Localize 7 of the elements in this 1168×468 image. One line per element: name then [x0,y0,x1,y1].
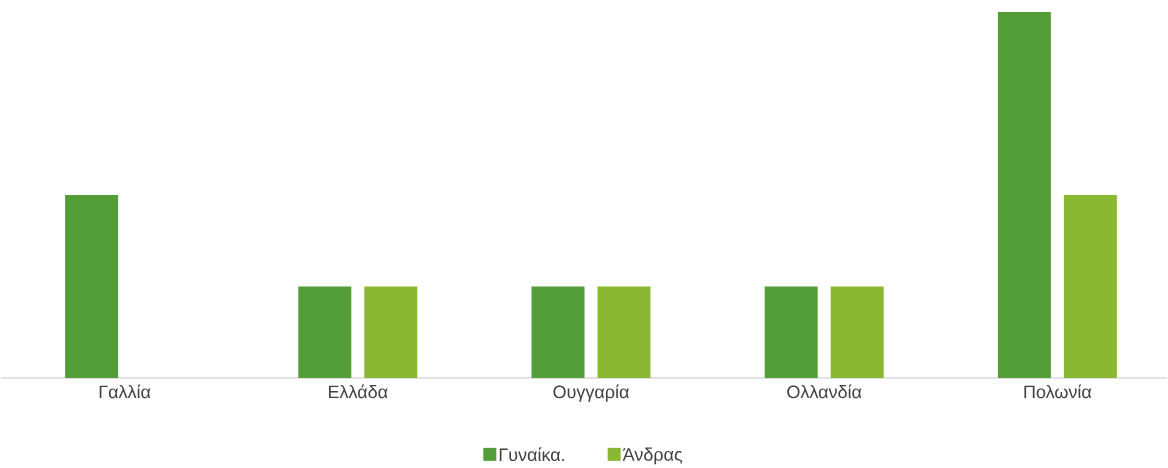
x-tick-label: Ολλανδία [787,384,862,399]
x-tick-label: Γαλλία [99,384,151,399]
x-tick-label: Ουγγαρία [553,384,629,402]
x-tick-label: Πολωνία [1024,384,1092,399]
legend-label: Άνδρας [622,447,683,465]
legend-label: Γυναίκα. [499,447,565,462]
x-tick-label: Ελλάδα [328,384,388,399]
